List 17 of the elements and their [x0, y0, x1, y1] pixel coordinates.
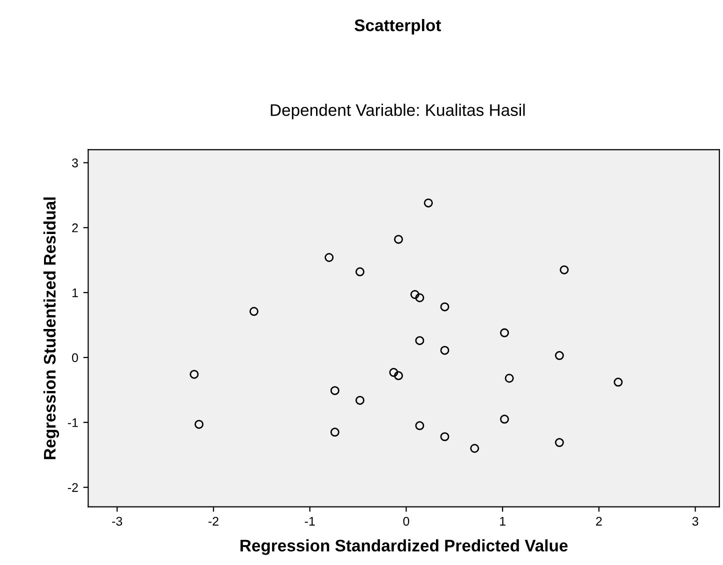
- y-axis-title: Regression Studentized Residual: [43, 197, 60, 460]
- x-tick-label: 2: [596, 516, 602, 526]
- y-tick-label: 2: [72, 223, 78, 232]
- y-tick-label: -2: [68, 483, 78, 492]
- chart-title: Scatterplot: [354, 18, 441, 35]
- x-tick-label: 0: [403, 516, 410, 526]
- x-tick-label: -3: [112, 516, 122, 526]
- x-tick-label: -2: [208, 516, 218, 526]
- y-tick-label: 3: [72, 158, 78, 168]
- x-axis-title: Regression Standardized Predicted Value: [240, 539, 568, 555]
- y-tick-label: 0: [72, 353, 78, 362]
- x-tick-label: 1: [500, 516, 506, 526]
- x-tick-label: -1: [304, 516, 315, 526]
- y-tick-label: -1: [68, 418, 78, 427]
- chart-subtitle: Dependent Variable: Kualitas Hasil: [270, 104, 525, 120]
- x-tick-label: 3: [692, 516, 698, 526]
- y-tick-label: 1: [72, 288, 78, 298]
